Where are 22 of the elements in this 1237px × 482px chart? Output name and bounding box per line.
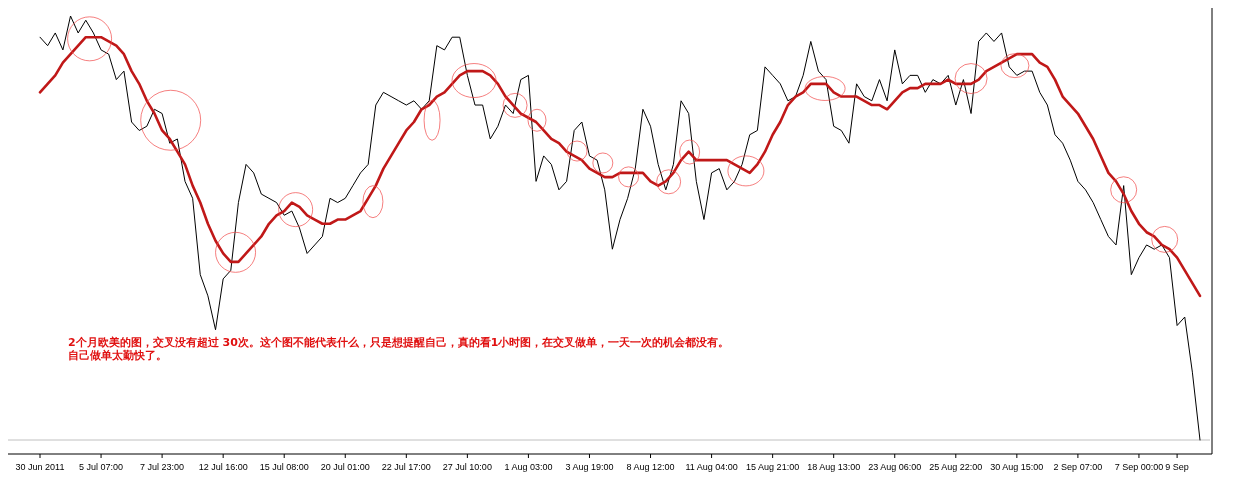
x-tick-label: 11 Aug 04:00	[685, 462, 738, 472]
x-tick-label: 25 Aug 22:00	[929, 462, 983, 472]
annotation: 自己做单太勤快了。	[68, 349, 167, 362]
x-tick-label: 12 Jul 16:00	[198, 462, 248, 472]
x-tick-label: 30 Jun 2011	[15, 462, 65, 472]
x-tick-label: 2 Sep 07:00	[1053, 462, 1103, 472]
x-tick-label: 22 Jul 17:00	[381, 462, 431, 472]
x-tick-label: 20 Jul 01:00	[320, 462, 370, 472]
x-tick-label: 5 Jul 07:00	[79, 462, 124, 472]
x-tick-label: 18 Aug 13:00	[807, 462, 861, 472]
x-tick-label: 1 Aug 03:00	[504, 462, 553, 472]
annotation: 2个月欧美的图，交叉没有超过 30次。这个图不能代表什么，只是想提醒自己，真的看1小时图，在交叉做单，一天一次的机会都没有。	[68, 336, 730, 349]
x-tick-label: 3 Aug 19:00	[565, 462, 614, 472]
x-tick-label: 15 Aug 21:00	[746, 462, 800, 472]
x-tick-label: 27 Jul 10:00	[442, 462, 492, 472]
x-tick-label: 23 Aug 06:00	[868, 462, 922, 472]
x-tick-label: 9 Sep	[1165, 462, 1189, 472]
x-tick-label: 30 Aug 15:00	[990, 462, 1044, 472]
x-tick-label: 7 Jul 23:00	[140, 462, 185, 472]
x-tick-label: 7 Sep 00:00	[1114, 462, 1164, 472]
x-tick-label: 8 Aug 12:00	[626, 462, 675, 472]
x-tick-label: 15 Jul 08:00	[259, 462, 309, 472]
